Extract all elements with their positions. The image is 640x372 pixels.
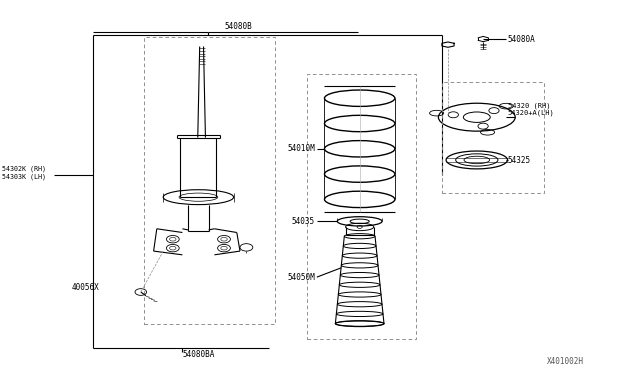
Text: 54325: 54325 [508,156,531,165]
Text: 54320 (RH)
54320+A(LH): 54320 (RH) 54320+A(LH) [508,102,554,116]
Text: 54080B: 54080B [224,22,252,31]
Text: 54035: 54035 [292,217,315,226]
Text: 54010M: 54010M [287,144,315,153]
Text: X401002H: X401002H [547,357,584,366]
Text: 54080BA: 54080BA [182,350,215,359]
Text: 54080A: 54080A [508,35,535,44]
Text: 54050M: 54050M [287,273,315,282]
Text: 54302K (RH)
54303K (LH): 54302K (RH) 54303K (LH) [2,166,46,180]
Text: 40056X: 40056X [72,283,99,292]
